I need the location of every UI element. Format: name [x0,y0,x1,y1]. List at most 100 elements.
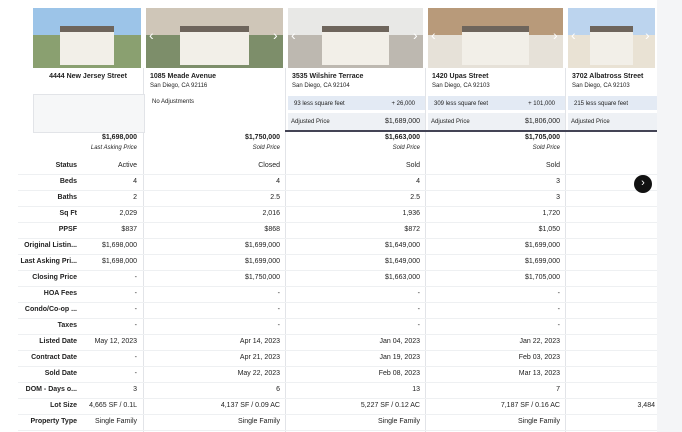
row-divider [18,302,657,303]
row-divider [18,174,657,175]
cell-value: 13 [412,386,420,393]
cell-value: $1,699,000 [244,258,280,265]
next-button[interactable]: › [634,175,652,193]
photo-prev[interactable]: ‹ [431,27,436,43]
photo-next[interactable]: › [413,27,418,43]
cell-value: $1,699,000 [244,242,280,249]
cell-value: Closed [258,162,280,169]
right-fade [657,0,682,432]
cell-value: Apr 21, 2023 [239,354,280,361]
row-label: Sq Ft [59,210,78,217]
row-divider [18,430,657,431]
cell-value: 4 [133,178,137,185]
comp-address: 3702 Albatross Street [572,73,644,80]
cell-value: 1,720 [542,210,560,217]
comp-city: San Diego, CA 92116 [150,83,208,89]
row-divider [18,254,657,255]
cell-value: 3 [133,386,137,393]
cell-value: - [134,370,137,377]
row-label: Closing Price [32,274,77,281]
photo-prev[interactable]: ‹ [571,27,576,43]
cell-value: 7,187 SF / 0.16 AC [500,402,560,409]
cell-value: 2,029 [119,210,137,217]
row-divider [18,190,657,191]
cell-value: Single Family [517,418,560,425]
cell-value: - [557,306,560,313]
header-rule [285,130,657,132]
comp-price: $1,750,000 [244,134,280,141]
cell-value: 2,016 [262,210,280,217]
row-divider [18,318,657,319]
cell-value: Sold [545,162,560,169]
adjustment-band [568,96,657,110]
cell-value: $1,750,000 [244,274,280,281]
property-photo [428,8,563,68]
cell-value: Active [117,162,137,169]
cell-value: May 22, 2023 [237,370,280,377]
row-label: Listed Date [39,338,77,345]
row-divider [18,366,657,367]
cell-value: 4,137 SF / 0.09 AC [220,402,280,409]
comp-adjustment: 215 less square feet [574,101,629,107]
row-label: HOA Fees [43,290,77,297]
cell-value: Single Family [237,418,280,425]
house-shape [60,26,114,65]
row-divider [18,382,657,383]
comp-address: 1420 Upas Street [432,73,489,80]
adjustment-amount: + 26,000 [391,101,415,107]
comp-city: San Diego, CA 92104 [292,83,350,89]
cell-value: - [417,306,420,313]
cell-value: $1,698,000 [101,242,137,249]
comp-price-label: Sold Price [392,145,420,151]
cell-value: - [417,322,420,329]
comp-adjustment: 309 less square feet [434,101,489,107]
adjusted-band [568,113,657,130]
comp-adjustment: 93 less square feet [294,101,345,107]
property-photo [288,8,423,68]
cell-value: 2.5 [410,194,420,201]
cell-value: - [277,290,280,297]
cell-value: 1,936 [402,210,420,217]
adjusted-band [428,113,565,130]
comp-price-label: Sold Price [532,145,560,151]
cell-value: 2.5 [270,194,280,201]
property-photo [146,8,283,68]
comp-address: 3535 Wilshire Terrace [292,73,364,80]
row-label: Beds [59,178,77,185]
row-divider [18,414,657,415]
adjusted-label: Adjusted Price [291,119,330,125]
photo-prev[interactable]: ‹ [291,27,296,43]
cell-value: 6 [276,386,280,393]
row-label: Original Listin... [24,242,77,249]
cell-value: - [557,322,560,329]
cell-value: - [134,322,137,329]
photo-next[interactable]: › [553,27,558,43]
photo-next[interactable]: › [273,27,278,43]
cell-value: $868 [264,226,280,233]
photo-prev[interactable]: ‹ [149,27,154,43]
row-divider [18,238,657,239]
property-photo [33,8,141,68]
photo-next[interactable]: › [645,27,650,43]
house-shape [321,26,390,65]
cell-value: $872 [404,226,420,233]
comp-adjustment: No Adjustments [152,99,195,105]
cell-value: - [277,306,280,313]
row-divider [18,350,657,351]
comp-price: $1,663,000 [384,134,420,141]
cell-value: May 12, 2023 [94,338,137,345]
row-label: Last Asking Pri... [20,258,77,265]
cell-value: - [134,354,137,361]
cell-value: - [134,306,137,313]
row-divider [18,286,657,287]
comp-city: San Diego, CA 92103 [432,83,490,89]
row-divider [18,334,657,335]
subject-box [33,94,145,133]
adjustment-amount: + 101,000 [528,101,555,107]
cell-value: 3 [556,178,560,185]
subject-price-label: Last Asking Price [90,145,137,151]
row-divider [18,270,657,271]
house-shape [180,26,249,65]
cell-value: 4 [276,178,280,185]
cell-value: 2 [133,194,137,201]
